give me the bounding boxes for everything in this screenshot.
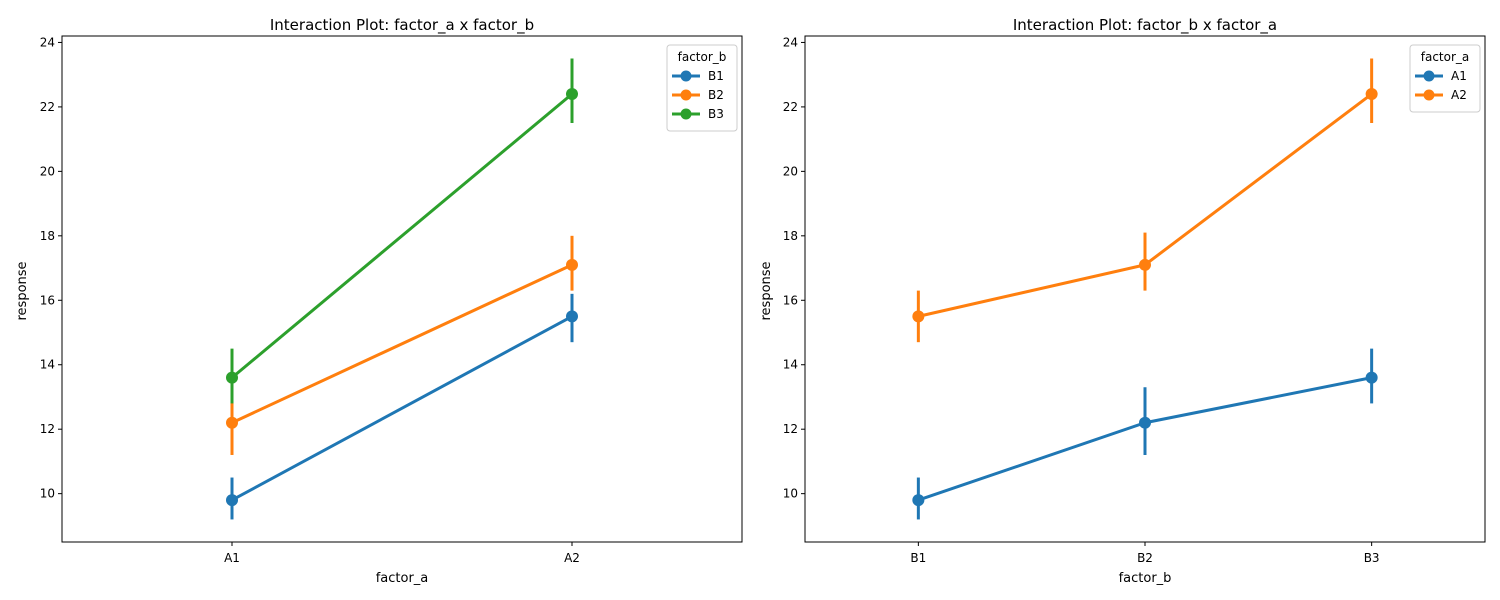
legend-title: factor_b	[678, 50, 727, 64]
data-point	[566, 258, 578, 271]
y-tick-label: 20	[40, 164, 55, 178]
x-tick-label: A2	[564, 551, 580, 565]
legend-marker	[1423, 89, 1435, 101]
x-axis-label: factor_a	[376, 571, 429, 586]
y-axis-label: response	[759, 261, 774, 320]
plot-area: 10 12 14 16 18 20 22 24 A1 A2	[40, 35, 743, 565]
y-tick-label: 18	[783, 229, 798, 243]
legend-marker	[680, 89, 692, 101]
data-point	[912, 494, 925, 507]
y-tick-label: 16	[783, 293, 798, 307]
data-point	[566, 88, 578, 101]
series-line	[231, 263, 573, 425]
y-tick-label: 12	[40, 422, 55, 436]
data-point	[226, 416, 238, 429]
data-point	[912, 310, 925, 323]
y-tick-label: 14	[40, 358, 55, 372]
legend-label: B3	[708, 107, 724, 121]
legend-marker	[680, 108, 692, 120]
legend-marker	[1423, 70, 1435, 82]
legend: factor_b B1 B2 B3	[666, 44, 738, 132]
legend-label: B2	[708, 88, 724, 102]
chart-title: Interaction Plot: factor_b x factor_a	[1013, 16, 1277, 35]
x-tick-label: B3	[1364, 551, 1380, 565]
data-point	[566, 310, 578, 323]
chart-panel-1: Interaction Plot: factor_a x factor_b fa…	[15, 16, 743, 586]
data-point	[1139, 258, 1151, 271]
y-tick-label: 10	[40, 487, 55, 501]
series-B1	[226, 293, 578, 520]
y-tick-label: 24	[783, 35, 798, 49]
y-tick-label: 18	[40, 229, 55, 243]
series-A2	[912, 58, 1378, 343]
legend-title: factor_a	[1421, 50, 1470, 64]
plot-area: 10 12 14 16 18 20 22 24 B1 B2 B3	[783, 35, 1486, 565]
series-B3	[226, 58, 578, 404]
data-point	[226, 494, 238, 507]
legend-label: A2	[1451, 88, 1467, 102]
legend-marker	[680, 70, 692, 82]
legend-label: B1	[708, 69, 724, 83]
x-tick-label: A1	[224, 551, 240, 565]
y-tick-label: 20	[783, 164, 798, 178]
data-point	[226, 371, 238, 384]
series-line	[231, 92, 573, 379]
data-point	[1139, 416, 1151, 429]
y-tick-label: 10	[783, 487, 798, 501]
chart-panel-2: Interaction Plot: factor_b x factor_a fa…	[759, 16, 1486, 586]
legend: factor_a A1 A2	[1409, 44, 1481, 113]
series-A1	[912, 348, 1378, 520]
y-axis-label: response	[15, 261, 30, 320]
x-tick-label: B1	[910, 551, 926, 565]
y-tick-label: 14	[783, 358, 798, 372]
y-tick-label: 24	[40, 35, 55, 49]
legend-label: A1	[1451, 69, 1467, 83]
data-point	[1365, 88, 1378, 101]
data-point	[1365, 371, 1378, 384]
axes-frame	[61, 35, 743, 543]
x-axis-label: factor_b	[1119, 571, 1172, 586]
y-tick-label: 16	[40, 293, 55, 307]
x-tick-label: B2	[1137, 551, 1153, 565]
series-B2	[226, 235, 578, 455]
y-tick-label: 12	[783, 422, 798, 436]
chart-title: Interaction Plot: factor_a x factor_b	[270, 16, 534, 35]
series-line	[231, 315, 573, 502]
y-tick-label: 22	[40, 100, 55, 114]
y-tick-label: 22	[783, 100, 798, 114]
